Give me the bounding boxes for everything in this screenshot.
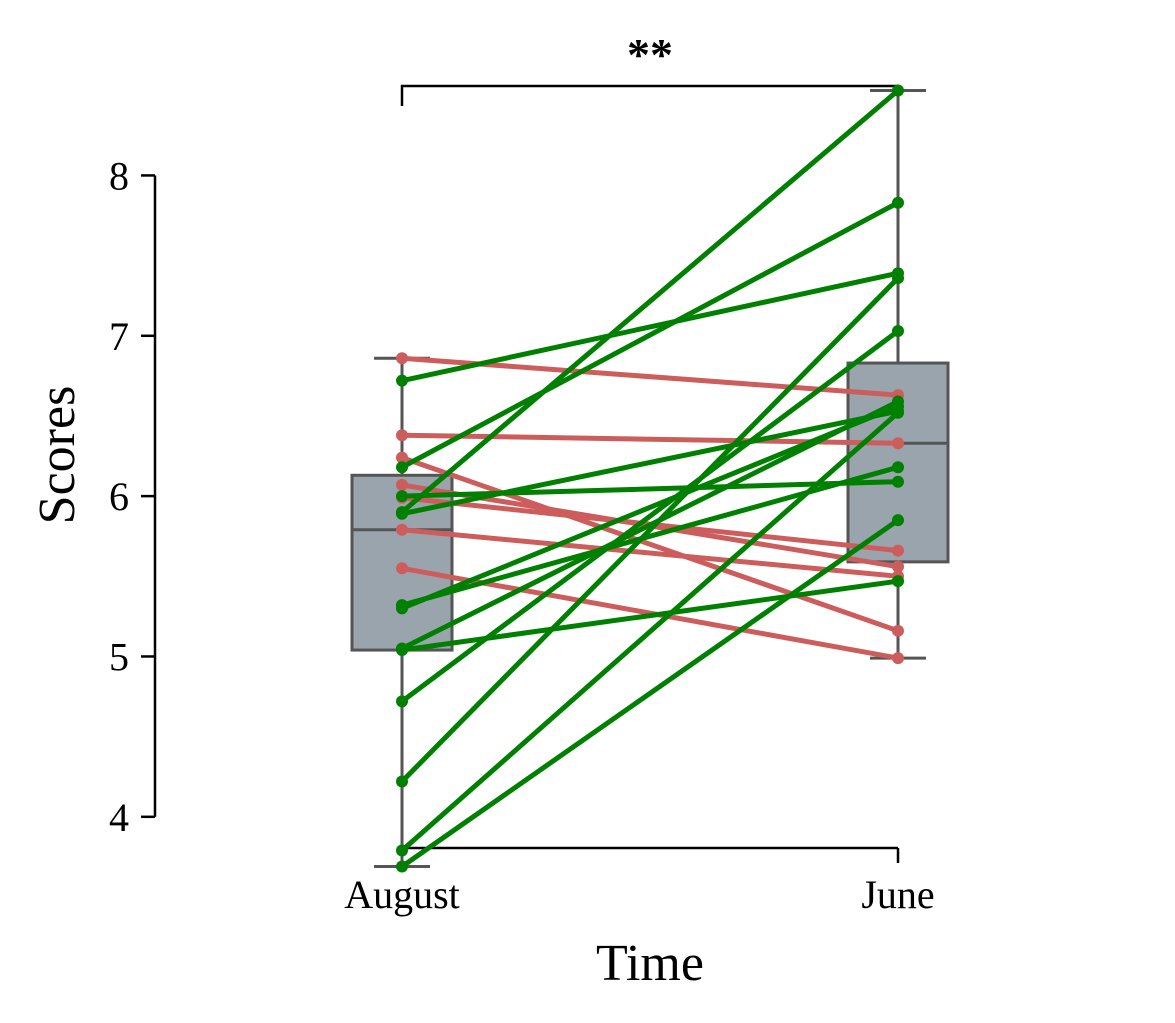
y-axis-title: Scores bbox=[29, 386, 86, 525]
point-june-10 bbox=[892, 84, 904, 97]
pair-line-13 bbox=[399, 464, 901, 608]
point-august-16 bbox=[396, 644, 408, 657]
point-august-4 bbox=[396, 478, 408, 491]
pair-line-16 bbox=[399, 578, 901, 653]
point-august-8 bbox=[396, 374, 408, 387]
significance-label: ** bbox=[627, 29, 673, 80]
point-august-9 bbox=[396, 461, 408, 474]
point-august-20 bbox=[396, 860, 408, 873]
pair-line-19 bbox=[399, 410, 901, 853]
x-tick-label: June bbox=[861, 872, 934, 917]
point-august-7 bbox=[396, 562, 408, 575]
point-june-13 bbox=[892, 461, 904, 474]
point-june-20 bbox=[892, 514, 904, 527]
point-june-15 bbox=[892, 395, 904, 408]
pair-line-9 bbox=[399, 200, 901, 470]
point-june-16 bbox=[892, 575, 904, 588]
x-axis: August June bbox=[344, 846, 935, 917]
paired-lines bbox=[399, 87, 901, 870]
y-tick-label: 4 bbox=[109, 795, 129, 840]
pair-line-20 bbox=[399, 517, 901, 870]
point-august-2 bbox=[396, 429, 408, 442]
y-tick-label: 5 bbox=[109, 634, 129, 679]
y-tick-label: 7 bbox=[109, 314, 129, 359]
point-june-18 bbox=[892, 272, 904, 285]
pair-line-8 bbox=[399, 270, 901, 384]
point-august-14 bbox=[396, 602, 408, 615]
point-june-9 bbox=[892, 196, 904, 209]
significance-bracket: ** bbox=[400, 29, 900, 106]
x-tick-label: August bbox=[344, 872, 460, 917]
point-june-7 bbox=[892, 652, 904, 665]
point-august-3 bbox=[396, 451, 408, 464]
x-axis-title: Time bbox=[596, 935, 704, 992]
point-june-4 bbox=[892, 560, 904, 573]
pair-line-11 bbox=[399, 408, 901, 517]
point-june-5 bbox=[892, 544, 904, 557]
pair-line-17 bbox=[399, 328, 901, 704]
point-august-11 bbox=[396, 507, 408, 520]
y-tick-label: 6 bbox=[109, 474, 129, 519]
point-august-18 bbox=[396, 775, 408, 788]
y-tick-label: 8 bbox=[109, 153, 129, 198]
point-august-1 bbox=[396, 352, 408, 365]
point-august-17 bbox=[396, 695, 408, 708]
point-june-3 bbox=[892, 624, 904, 637]
y-axis: 4 5 6 7 8 bbox=[109, 153, 157, 840]
pair-line-15 bbox=[399, 399, 901, 651]
data-points bbox=[396, 84, 904, 873]
pair-line-18 bbox=[399, 275, 901, 785]
point-june-19 bbox=[892, 406, 904, 419]
point-june-2 bbox=[892, 437, 904, 450]
point-august-19 bbox=[396, 844, 408, 857]
pair-line-10 bbox=[399, 87, 901, 515]
significance-bracket-line bbox=[400, 84, 900, 106]
point-june-17 bbox=[892, 324, 904, 337]
pair-line-3 bbox=[399, 455, 901, 634]
point-june-12 bbox=[892, 475, 904, 488]
pair-line-6 bbox=[399, 527, 901, 579]
point-august-12 bbox=[396, 490, 408, 503]
point-august-6 bbox=[396, 523, 408, 536]
